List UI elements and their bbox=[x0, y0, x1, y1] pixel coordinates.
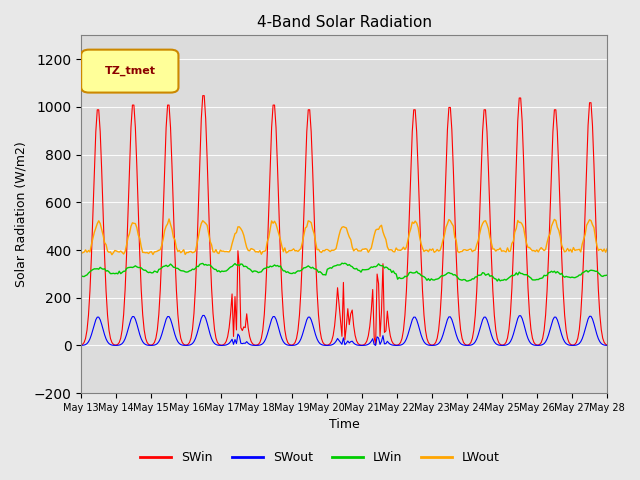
X-axis label: Time: Time bbox=[329, 419, 360, 432]
Y-axis label: Solar Radiation (W/m2): Solar Radiation (W/m2) bbox=[15, 141, 28, 287]
Title: 4-Band Solar Radiation: 4-Band Solar Radiation bbox=[257, 15, 431, 30]
Text: TZ_tmet: TZ_tmet bbox=[104, 66, 156, 76]
FancyBboxPatch shape bbox=[81, 49, 179, 93]
Legend: SWin, SWout, LWin, LWout: SWin, SWout, LWin, LWout bbox=[135, 446, 505, 469]
